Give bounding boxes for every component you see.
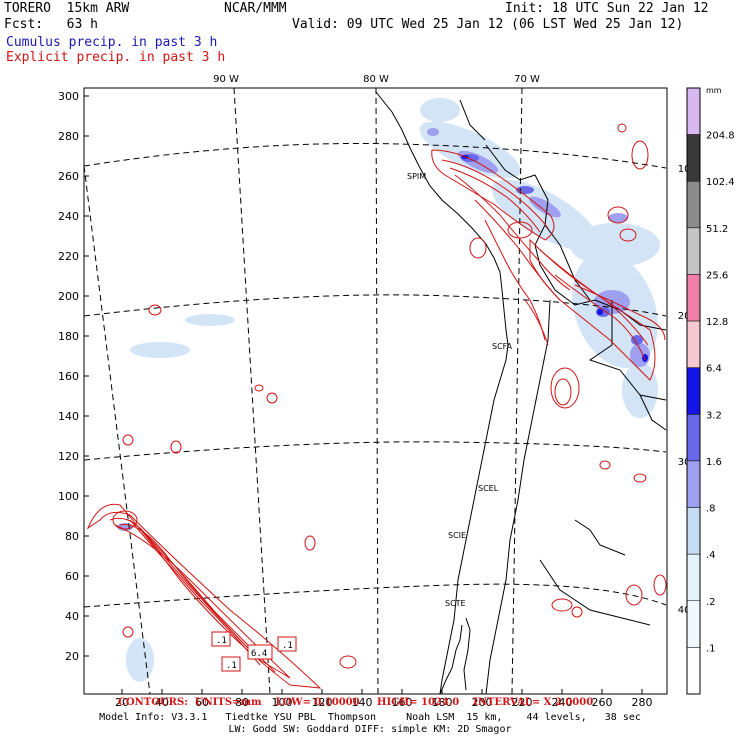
x-tick-label: 160 bbox=[392, 696, 413, 709]
station-label: SCFA bbox=[492, 342, 513, 351]
cumulus-shading bbox=[117, 98, 660, 682]
valid-time: Valid: 09 UTC Wed 25 Jan 12 (06 LST Wed … bbox=[292, 17, 684, 32]
contour-label: .1 bbox=[226, 661, 237, 671]
x-tick-label: 260 bbox=[592, 696, 613, 709]
model-title: TORERO 15km ARW bbox=[4, 1, 130, 16]
legend-unit: mm bbox=[706, 86, 722, 95]
x-tick-label: 100 bbox=[272, 696, 293, 709]
legend-swatch bbox=[686, 553, 701, 602]
contour-label: .1 bbox=[216, 636, 227, 646]
legend-swatch bbox=[686, 320, 701, 368]
legend-level-label: 204.8 bbox=[706, 131, 735, 142]
x-tick-label: 80 bbox=[235, 696, 249, 709]
color-legend: mm 204.8 102.4 51.2 25.6 12.8 6.4 3.2 1.6 .8 .4 .2… bbox=[686, 86, 735, 695]
y-tick-labels: 300 280 260 240 220 200 180 160 140 120 … bbox=[58, 90, 79, 663]
x-tick-label: 180 bbox=[432, 696, 453, 709]
x-tick-label: 200 bbox=[472, 696, 493, 709]
legend-swatch bbox=[686, 87, 701, 135]
legend-level-label: 51.2 bbox=[706, 224, 728, 235]
forecast-hour: Fcst: 63 h bbox=[4, 17, 98, 32]
x-tick-label: 240 bbox=[552, 696, 573, 709]
x-tick-labels: 20 40 60 80 100 120 140 160 180 200 220 … bbox=[115, 696, 653, 709]
contour-label-boxes: .1 .1 6.4 .1 bbox=[211, 631, 297, 672]
legend-swatch bbox=[686, 367, 701, 415]
y-tick-label: 200 bbox=[58, 290, 79, 303]
model-info-line-2: LW: Godd SW: Goddard DIFF: simple KM: 2D… bbox=[228, 724, 512, 735]
legend-swatch bbox=[686, 507, 701, 555]
legend-level-label: .4 bbox=[706, 550, 716, 561]
legend-level-label: 3.2 bbox=[706, 410, 722, 421]
y-tick-label: 160 bbox=[58, 370, 79, 383]
legend-level-label: 6.4 bbox=[706, 364, 722, 375]
x-tick-label: 60 bbox=[195, 696, 209, 709]
contours-info: CONTOURS: UNITS=mm LOW= 0.10000 HIGH= 10… bbox=[118, 697, 594, 708]
y-tick-label: 300 bbox=[58, 90, 79, 103]
coastline bbox=[375, 91, 667, 694]
legend-swatch bbox=[686, 274, 701, 322]
explicit-title: Explicit precip. in past 3 h bbox=[6, 50, 226, 65]
legend-level-label: 12.8 bbox=[706, 317, 728, 328]
legend-swatch bbox=[686, 647, 701, 695]
legend-swatch bbox=[686, 180, 701, 229]
y-tick-label: 80 bbox=[65, 530, 79, 543]
contour-label: 6.4 bbox=[251, 649, 267, 659]
y-tick-label: 240 bbox=[58, 210, 79, 223]
station-label: SCTE bbox=[445, 599, 466, 608]
legend-swatch bbox=[686, 460, 701, 508]
legend-swatch bbox=[686, 414, 701, 462]
y-tick-label: 220 bbox=[58, 250, 79, 263]
station-label: SCIE bbox=[448, 531, 466, 540]
legend-swatch bbox=[686, 134, 701, 182]
model-info-line-1: Model Info: V3.3.1 Tiedtke YSU PBL Thomp… bbox=[99, 712, 641, 723]
explicit-contours bbox=[86, 123, 667, 689]
legend-level-label: .8 bbox=[706, 504, 716, 515]
legend-level-label: 25.6 bbox=[706, 270, 728, 281]
y-tick-label: 60 bbox=[65, 570, 79, 583]
y-tick-label: 280 bbox=[58, 130, 79, 143]
station-label: SPIM bbox=[407, 172, 426, 181]
station-label: SCEL bbox=[478, 484, 499, 493]
x-tick-label: 120 bbox=[312, 696, 333, 709]
x-tick-label: 280 bbox=[632, 696, 653, 709]
center-name: NCAR/MMM bbox=[224, 1, 287, 16]
init-time: Init: 18 UTC Sun 22 Jan 12 bbox=[505, 1, 709, 16]
x-axis bbox=[121, 689, 643, 694]
longitude-labels: 90 W 80 W 70 W bbox=[213, 74, 540, 85]
y-tick-label: 120 bbox=[58, 450, 79, 463]
contour-label: .1 bbox=[282, 641, 293, 651]
legend-level-label: 1.6 bbox=[706, 457, 722, 468]
x-tick-label: 220 bbox=[512, 696, 533, 709]
x-tick-label: 20 bbox=[115, 696, 129, 709]
graticule bbox=[84, 88, 667, 694]
x-tick-label: 140 bbox=[352, 696, 373, 709]
longitude-label: 80 W bbox=[363, 74, 389, 85]
legend-level-label: .1 bbox=[706, 643, 716, 654]
y-axis bbox=[84, 95, 89, 657]
y-tick-label: 140 bbox=[58, 410, 79, 423]
y-tick-label: 100 bbox=[58, 490, 79, 503]
station-labels: SPIM SCFA SCEL SCIE SCTE bbox=[407, 172, 513, 608]
longitude-label: 70 W bbox=[514, 74, 540, 85]
longitude-label: 90 W bbox=[213, 74, 239, 85]
plot-frame bbox=[83, 87, 668, 695]
x-tick-label: 40 bbox=[155, 696, 169, 709]
legend-level-label: .2 bbox=[706, 597, 716, 608]
cumulus-title: Cumulus precip. in past 3 h bbox=[6, 35, 218, 50]
y-tick-label: 40 bbox=[65, 610, 79, 623]
y-tick-label: 20 bbox=[65, 650, 79, 663]
legend-level-label: 102.4 bbox=[706, 177, 735, 188]
y-tick-label: 180 bbox=[58, 330, 79, 343]
y-tick-label: 260 bbox=[58, 170, 79, 183]
legend-swatch bbox=[686, 600, 701, 648]
legend-swatch bbox=[686, 227, 701, 275]
